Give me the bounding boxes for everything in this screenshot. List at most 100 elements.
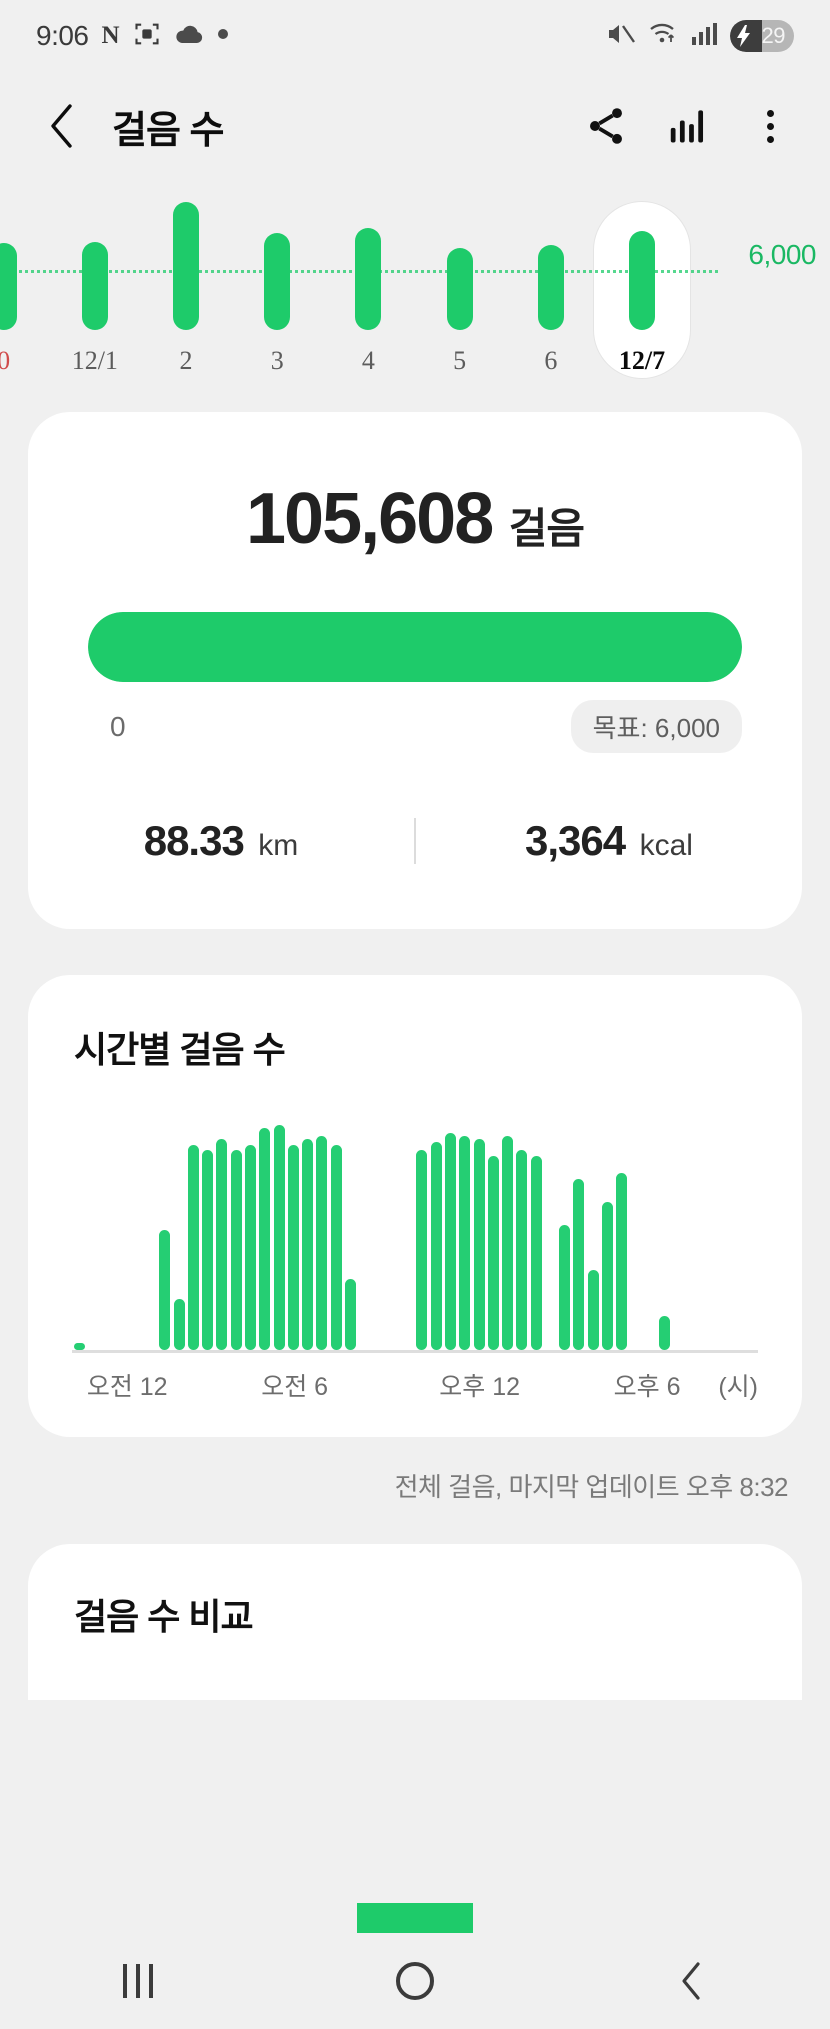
recents-button[interactable]	[0, 1964, 277, 1998]
week-day-column[interactable]: 2	[140, 188, 231, 378]
page-title: 걸음 수	[112, 109, 224, 152]
hourly-slot	[572, 1179, 586, 1350]
hourly-slot	[458, 1136, 472, 1350]
hourly-bars-container	[72, 1117, 758, 1350]
battery-percent: 29	[761, 23, 786, 48]
hourly-bar	[273, 1125, 285, 1350]
status-bar-left: 9:06 N	[36, 20, 229, 53]
progress-min-label: 0	[110, 710, 126, 742]
signal-icon	[690, 21, 718, 52]
hourly-chart-axis	[72, 1350, 758, 1353]
week-day-label: 4	[361, 346, 375, 375]
calories-stat: 3,364 kcal	[416, 817, 802, 865]
home-button[interactable]	[277, 1962, 554, 2000]
hourly-bar	[573, 1179, 585, 1350]
hourly-slot	[658, 1316, 672, 1350]
recents-icon	[123, 1964, 154, 1998]
hourly-slot	[515, 1150, 529, 1350]
goal-badge: 목표: 6,000	[570, 700, 742, 753]
hourly-bar	[602, 1202, 614, 1350]
hourly-slot	[215, 1139, 229, 1350]
hourly-slot	[201, 1150, 215, 1350]
last-updated-text: 전체 걸음, 마지막 업데이트 오후 8:32	[394, 1472, 789, 1502]
goal-line-label: 6,000	[748, 239, 816, 270]
hourly-slot	[600, 1202, 614, 1350]
hourly-bar	[73, 1343, 85, 1350]
hourly-axis-label: (시)	[718, 1373, 758, 1401]
week-day-column[interactable]: 0	[0, 188, 49, 378]
hourly-bar	[459, 1136, 471, 1350]
hourly-bar	[487, 1156, 499, 1350]
week-day-column[interactable]: 12/1	[49, 188, 140, 378]
hourly-slot	[615, 1173, 629, 1350]
scan-icon	[133, 20, 161, 53]
hourly-bar	[530, 1156, 542, 1350]
total-steps: 105,608 걸음	[28, 478, 802, 560]
hourly-bar	[473, 1139, 485, 1350]
hourly-slot	[286, 1145, 300, 1350]
hourly-slot	[586, 1270, 600, 1350]
week-day-column[interactable]: 3	[232, 188, 323, 378]
hourly-bar	[245, 1145, 257, 1350]
system-nav-bar	[0, 1933, 830, 2029]
hourly-slot	[329, 1145, 343, 1350]
gesture-handle[interactable]	[357, 1903, 473, 1933]
week-day-bar	[629, 231, 656, 330]
progress-track	[88, 612, 742, 682]
hourly-bar	[187, 1145, 199, 1350]
progress-fill	[88, 612, 742, 682]
hourly-bar	[302, 1139, 314, 1350]
hourly-slot	[243, 1145, 257, 1350]
hourly-slot	[229, 1150, 243, 1350]
distance-value: 88.33	[143, 817, 245, 864]
week-day-column[interactable]: 5	[414, 188, 505, 378]
week-day-label: 12/1	[71, 346, 118, 375]
hourly-bar	[287, 1145, 299, 1350]
status-bar: 9:06 N	[0, 0, 830, 72]
hourly-bar	[159, 1230, 171, 1350]
home-icon	[396, 1962, 434, 2000]
hourly-slot	[472, 1139, 486, 1350]
nfc-n-icon: N	[101, 22, 120, 49]
week-day-bar	[537, 245, 564, 330]
week-day-column[interactable]: 6	[505, 188, 596, 378]
share-button[interactable]	[580, 100, 632, 152]
hourly-slot	[415, 1150, 429, 1350]
week-day-bar	[0, 243, 17, 330]
hourly-slot	[258, 1128, 272, 1350]
chevron-left-icon	[51, 104, 72, 148]
hourly-slot	[186, 1145, 200, 1350]
trends-chart-button[interactable]	[662, 100, 714, 152]
weekly-step-chart[interactable]: 0 12/1 2 3 4 5 6 12/7 6,000	[0, 188, 830, 378]
stat-divider	[414, 818, 416, 864]
share-icon	[590, 108, 622, 144]
hourly-card-title: 시간별 걸음 수	[74, 1029, 286, 1070]
hourly-bar	[616, 1173, 628, 1350]
nav-back-icon	[682, 1962, 700, 2000]
status-bar-right: 29	[606, 20, 794, 52]
hourly-slot	[486, 1156, 500, 1350]
week-day-column[interactable]: 12/7	[594, 188, 691, 378]
step-summary-card: 105,608 걸음 0 목표: 6,000 88.33 km 3,364 kc…	[28, 412, 802, 929]
total-steps-value: 105,608	[246, 479, 494, 559]
week-day-label: 3	[270, 346, 284, 375]
goal-line	[0, 270, 718, 273]
hourly-axis-label: 오전 6	[261, 1373, 329, 1401]
hourly-slot	[72, 1343, 86, 1350]
goal-progress: 0 목표: 6,000	[88, 612, 742, 753]
step-comparison-card[interactable]: 걸음 수 비교	[28, 1544, 802, 1700]
more-options-button[interactable]	[744, 100, 796, 152]
hourly-chart[interactable]	[72, 1117, 758, 1353]
week-day-bar	[355, 228, 382, 330]
nav-back-button[interactable]	[553, 1960, 830, 2002]
hourly-slot	[500, 1136, 514, 1350]
week-day-column[interactable]: 4	[323, 188, 414, 378]
hourly-bar	[344, 1279, 356, 1350]
back-button[interactable]	[34, 97, 92, 155]
cloud-icon	[174, 23, 204, 50]
hourly-slot	[443, 1133, 457, 1350]
hourly-bar	[316, 1136, 328, 1350]
hourly-bar	[230, 1150, 242, 1350]
hourly-slot	[172, 1299, 186, 1350]
app-bar-actions	[580, 100, 796, 152]
